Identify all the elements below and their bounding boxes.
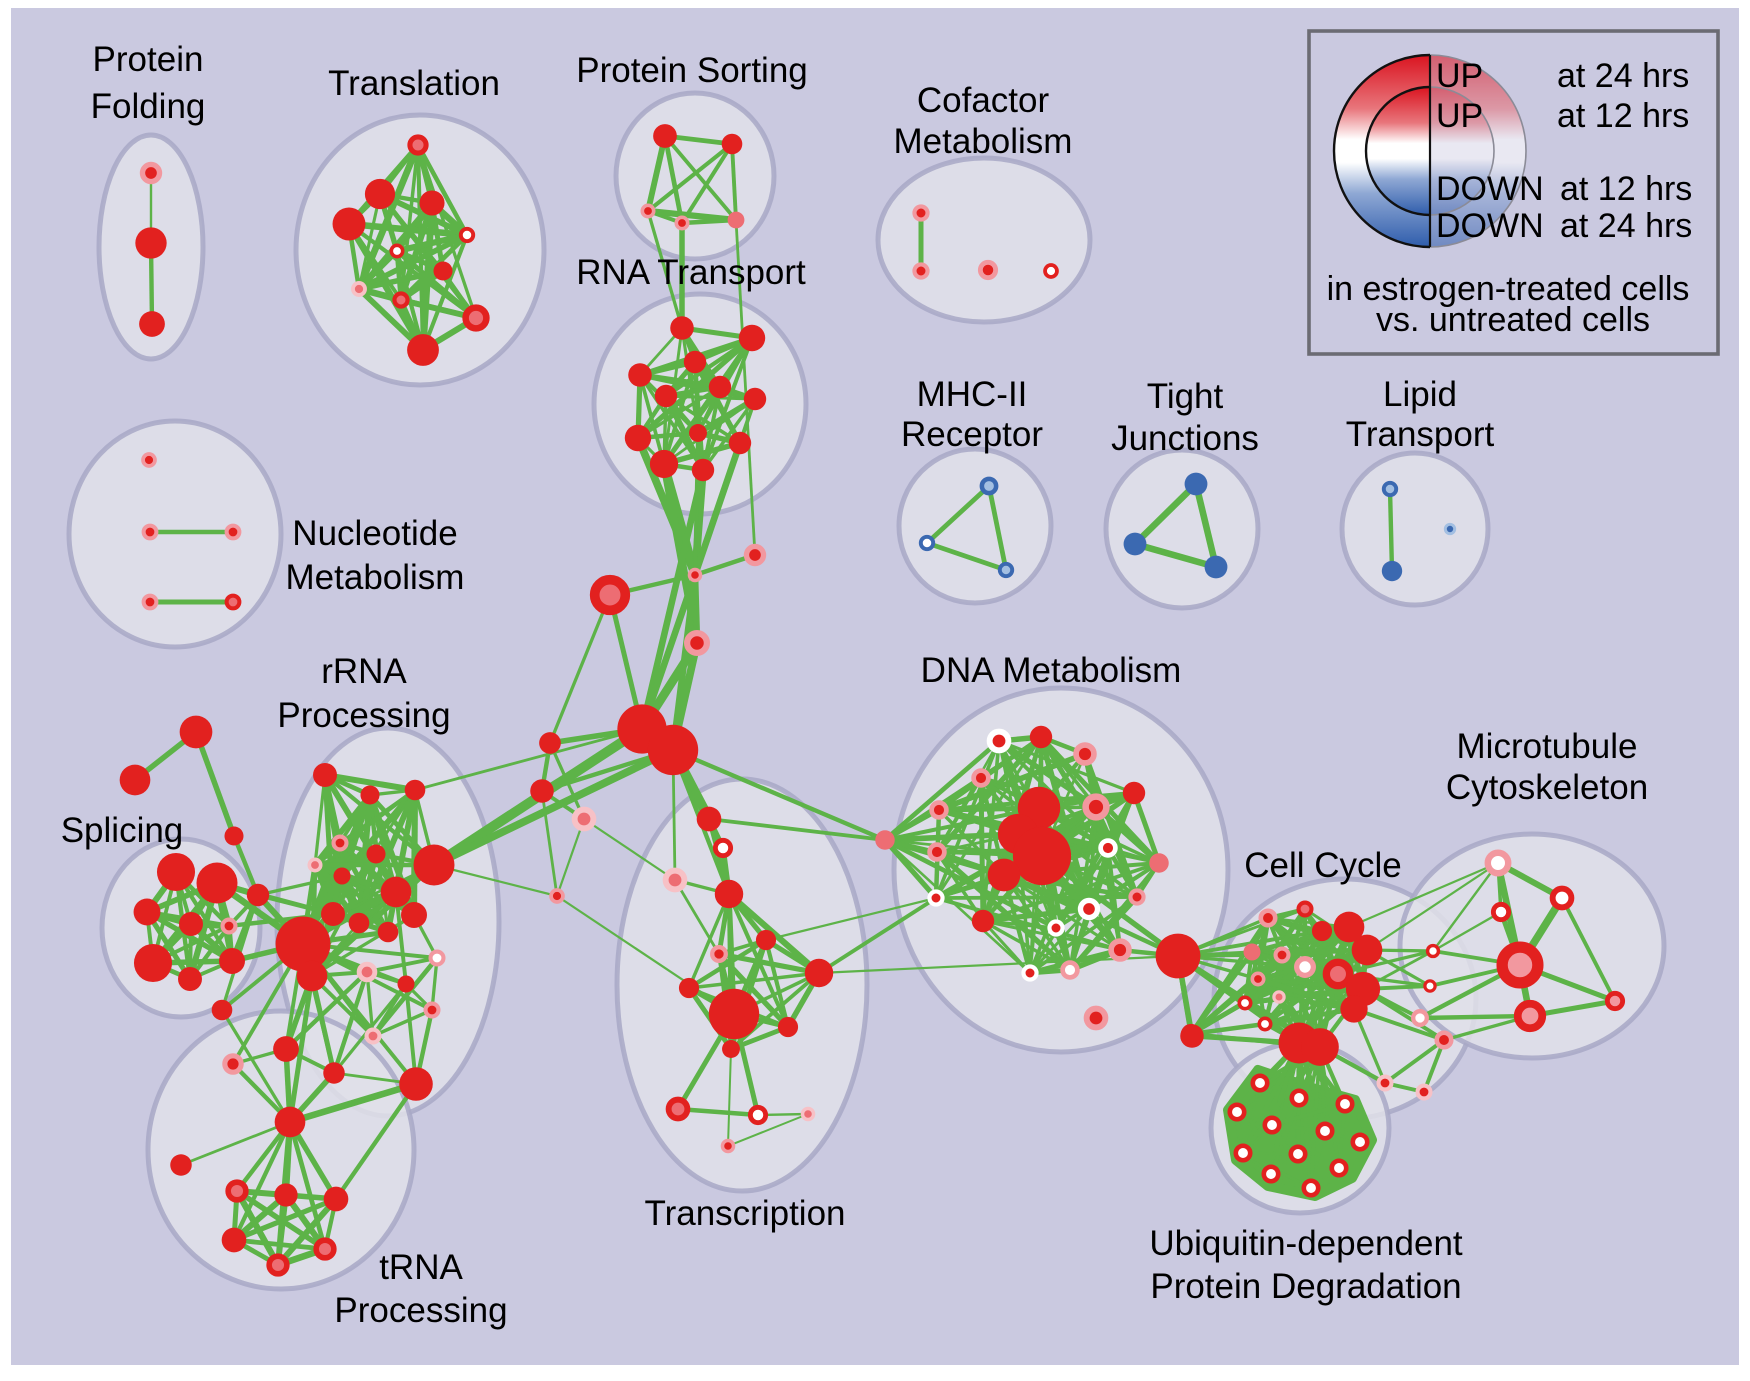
svg-text:in estrogen-treated cells: in estrogen-treated cells	[1327, 270, 1690, 308]
svg-text:Cytoskeleton: Cytoskeleton	[1446, 768, 1648, 807]
svg-text:Metabolism: Metabolism	[894, 122, 1073, 161]
svg-text:Receptor: Receptor	[901, 415, 1043, 454]
svg-text:Translation: Translation	[328, 64, 500, 103]
svg-text:Protein: Protein	[93, 40, 204, 79]
svg-text:Protein Sorting: Protein Sorting	[576, 51, 808, 90]
svg-text:Ubiquitin-dependent: Ubiquitin-dependent	[1149, 1224, 1463, 1263]
svg-text:Transport: Transport	[1346, 415, 1495, 454]
svg-text:Cell Cycle: Cell Cycle	[1244, 846, 1402, 885]
svg-text:rRNA: rRNA	[321, 652, 407, 691]
svg-text:RNA Transport: RNA Transport	[576, 253, 806, 292]
svg-text:tRNA: tRNA	[379, 1248, 463, 1287]
svg-text:at 12 hrs: at 12 hrs	[1560, 170, 1692, 208]
svg-text:Processing: Processing	[277, 696, 450, 735]
svg-text:DNA Metabolism: DNA Metabolism	[921, 651, 1182, 690]
svg-text:Metabolism: Metabolism	[286, 558, 465, 597]
svg-text:MHC-II: MHC-II	[917, 375, 1028, 414]
svg-text:Processing: Processing	[334, 1291, 507, 1330]
svg-text:Lipid: Lipid	[1383, 375, 1457, 414]
svg-text:Splicing: Splicing	[61, 811, 184, 850]
svg-text:vs. untreated cells: vs. untreated cells	[1376, 301, 1650, 339]
svg-text:at 24 hrs: at 24 hrs	[1557, 57, 1689, 95]
svg-text:DOWN: DOWN	[1436, 207, 1544, 245]
svg-text:DOWN: DOWN	[1436, 170, 1544, 208]
svg-text:Tight: Tight	[1147, 377, 1224, 416]
svg-text:at 24 hrs: at 24 hrs	[1560, 207, 1692, 245]
svg-text:Transcription: Transcription	[645, 1194, 846, 1233]
svg-text:Protein Degradation: Protein Degradation	[1150, 1267, 1461, 1306]
svg-text:UP: UP	[1436, 57, 1483, 95]
svg-text:Folding: Folding	[91, 87, 206, 126]
svg-text:at 12 hrs: at 12 hrs	[1557, 97, 1689, 135]
svg-text:Nucleotide: Nucleotide	[292, 514, 457, 553]
svg-text:Cofactor: Cofactor	[917, 81, 1050, 120]
svg-text:UP: UP	[1436, 97, 1483, 135]
svg-text:Microtubule: Microtubule	[1457, 727, 1638, 766]
svg-text:Junctions: Junctions	[1111, 419, 1259, 458]
